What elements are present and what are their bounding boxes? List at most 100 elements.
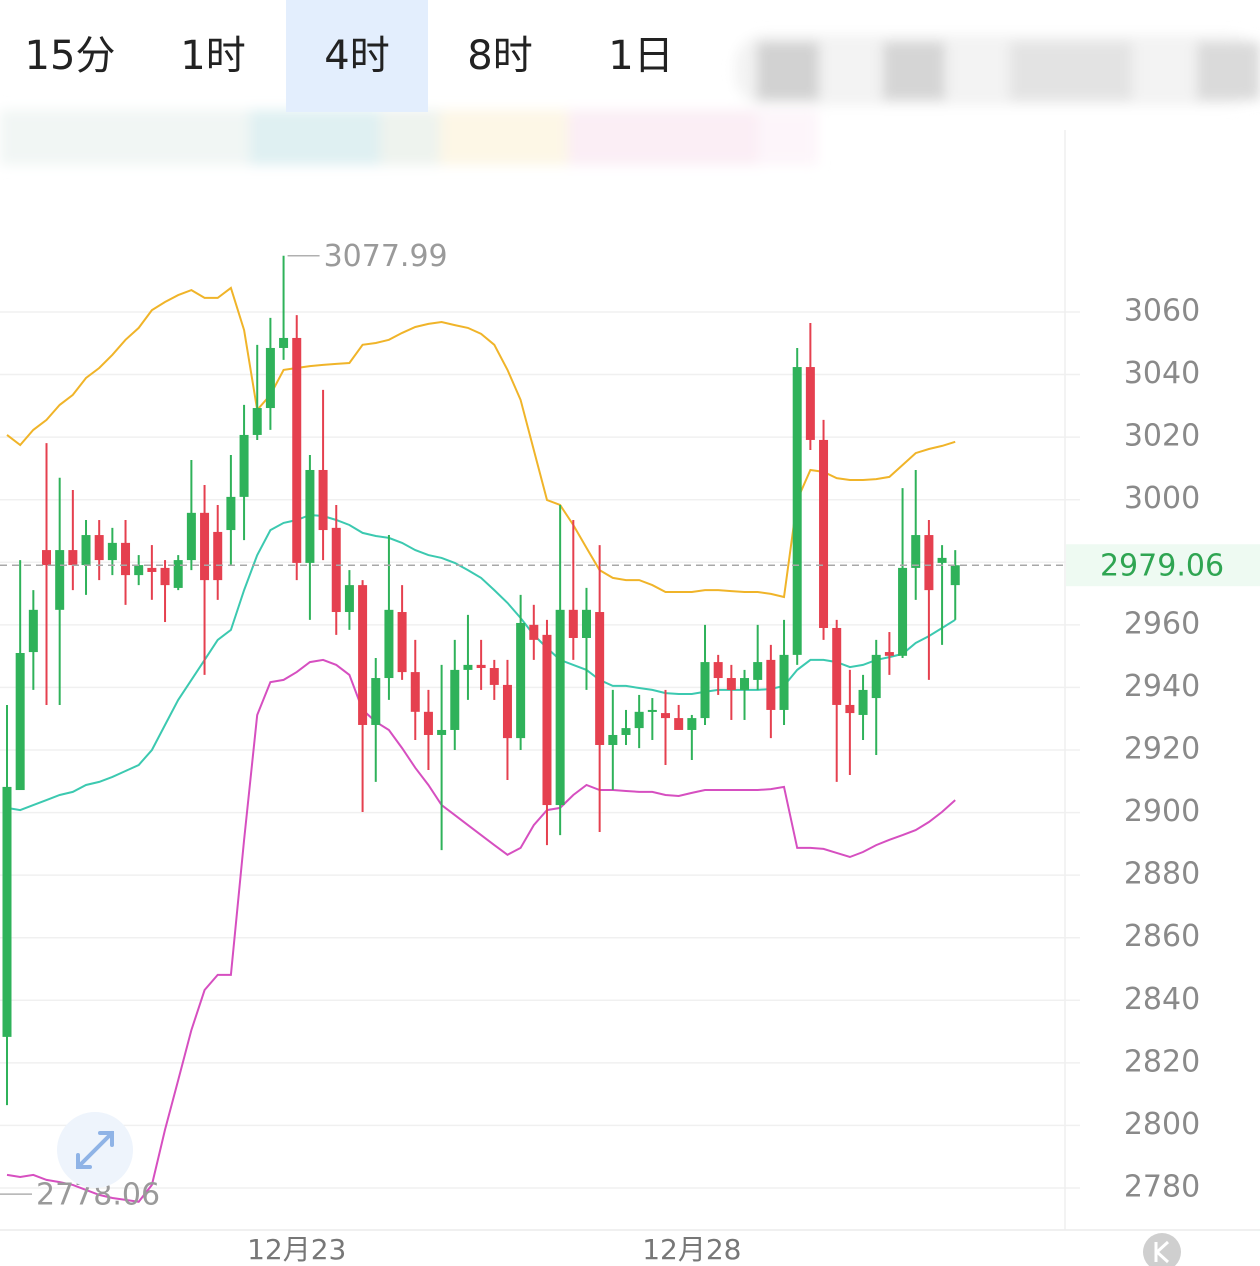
candle-body bbox=[239, 434, 249, 497]
candle-body bbox=[292, 337, 302, 563]
candle-body bbox=[68, 550, 78, 566]
y-tick-label: 3020 bbox=[1124, 419, 1200, 454]
candle-body bbox=[94, 535, 104, 561]
y-tick-label: 2960 bbox=[1124, 606, 1200, 641]
candle-body bbox=[937, 557, 947, 563]
candle-body bbox=[898, 567, 908, 656]
x-tick-label: 12月28 bbox=[642, 1233, 741, 1266]
candle-body bbox=[186, 512, 196, 561]
candle-body bbox=[2, 786, 12, 1037]
y-tick-label: 2780 bbox=[1124, 1169, 1200, 1204]
kline-button[interactable] bbox=[1143, 1233, 1181, 1266]
candle-body bbox=[766, 659, 776, 710]
candle-body bbox=[740, 678, 750, 690]
candle-body bbox=[371, 678, 381, 725]
candle-body bbox=[713, 662, 723, 679]
candle-body bbox=[621, 728, 631, 735]
candle-body bbox=[832, 627, 842, 705]
active-tab-background bbox=[286, 0, 428, 112]
candle-body bbox=[950, 565, 960, 586]
y-tick-label: 2940 bbox=[1124, 669, 1200, 704]
candle-body bbox=[213, 531, 223, 581]
candle-body bbox=[55, 550, 65, 610]
candle-body bbox=[28, 609, 38, 653]
timeframe-tab[interactable]: 15分 bbox=[25, 33, 116, 79]
candle-body bbox=[410, 672, 420, 712]
candle-body bbox=[476, 664, 486, 669]
candle-body bbox=[42, 550, 52, 566]
timeframe-tab[interactable]: 1日 bbox=[608, 33, 673, 79]
candle-body bbox=[502, 684, 512, 739]
candle-body bbox=[647, 709, 657, 712]
candle-body bbox=[845, 704, 855, 714]
timeframe-tab[interactable]: 4时 bbox=[324, 33, 389, 79]
candle-body bbox=[819, 439, 829, 628]
candle-body bbox=[687, 718, 697, 730]
current-price-box bbox=[1066, 544, 1260, 587]
candle-body bbox=[555, 609, 565, 806]
candle-body bbox=[542, 634, 552, 806]
candle-body bbox=[463, 664, 473, 670]
candle-body bbox=[568, 609, 578, 638]
plot: 2780 2800 2820 2840 2860 2880 2900 2920 2940 2960… bbox=[0, 239, 1260, 1266]
candle-body bbox=[884, 652, 894, 656]
max-marker-label: 3077.99 bbox=[324, 239, 448, 274]
candle-body bbox=[423, 711, 433, 735]
candle-body bbox=[924, 535, 934, 591]
candle-body bbox=[634, 711, 644, 729]
candle-body bbox=[397, 612, 407, 673]
candle-body bbox=[358, 585, 368, 725]
candle-body bbox=[516, 622, 526, 739]
candle-body bbox=[107, 542, 117, 561]
candle-body bbox=[871, 654, 881, 699]
candle-body bbox=[15, 653, 25, 791]
y-tick-label: 3060 bbox=[1124, 293, 1200, 328]
candle-body bbox=[450, 669, 460, 730]
candle-body bbox=[200, 512, 210, 581]
y-tick-label: 2920 bbox=[1124, 731, 1200, 766]
candle-body bbox=[700, 662, 710, 719]
candle-body bbox=[344, 585, 354, 613]
expand-button[interactable] bbox=[57, 1112, 133, 1188]
timeframe-tab[interactable]: 1时 bbox=[180, 33, 245, 79]
candle-body bbox=[226, 496, 236, 531]
candle-body bbox=[805, 367, 815, 440]
candle-body bbox=[305, 469, 315, 563]
candle-body bbox=[121, 542, 131, 576]
y-tick-label: 3000 bbox=[1124, 481, 1200, 516]
candle-body bbox=[147, 567, 157, 572]
candle-body bbox=[437, 729, 447, 735]
candle-body bbox=[81, 535, 91, 566]
candle-body bbox=[726, 678, 736, 690]
candle-body bbox=[252, 408, 262, 435]
candle-body bbox=[595, 612, 605, 745]
y-tick-label: 3040 bbox=[1124, 356, 1200, 391]
y-tick-label: 2820 bbox=[1124, 1044, 1200, 1079]
band-line bbox=[6, 658, 956, 1203]
candle-body bbox=[318, 469, 328, 531]
candle-body bbox=[779, 654, 789, 710]
candle-body bbox=[911, 535, 921, 568]
timeframe-tab[interactable]: 8时 bbox=[467, 33, 532, 79]
candle-body bbox=[489, 668, 499, 685]
y-tick-label: 2840 bbox=[1124, 982, 1200, 1017]
candle-body bbox=[134, 565, 144, 576]
candle-body bbox=[160, 567, 170, 586]
candle-body bbox=[858, 689, 868, 715]
candle-body bbox=[265, 347, 275, 409]
candle-body bbox=[753, 662, 763, 680]
band-line bbox=[6, 513, 956, 812]
candle-body bbox=[529, 624, 539, 640]
candle-body bbox=[608, 734, 618, 745]
x-tick-label: 12月23 bbox=[247, 1233, 346, 1266]
candle-body bbox=[331, 527, 341, 613]
current-price-label: 2979.06 bbox=[1100, 549, 1224, 584]
candle-body bbox=[792, 367, 802, 655]
timeframe-tabs: 15分 1时 4时 8时 1日 bbox=[25, 33, 674, 79]
blurred-controls bbox=[0, 35, 1260, 165]
y-tick-label: 2860 bbox=[1124, 919, 1200, 954]
candle-body bbox=[674, 718, 684, 730]
candle-body bbox=[384, 609, 394, 679]
